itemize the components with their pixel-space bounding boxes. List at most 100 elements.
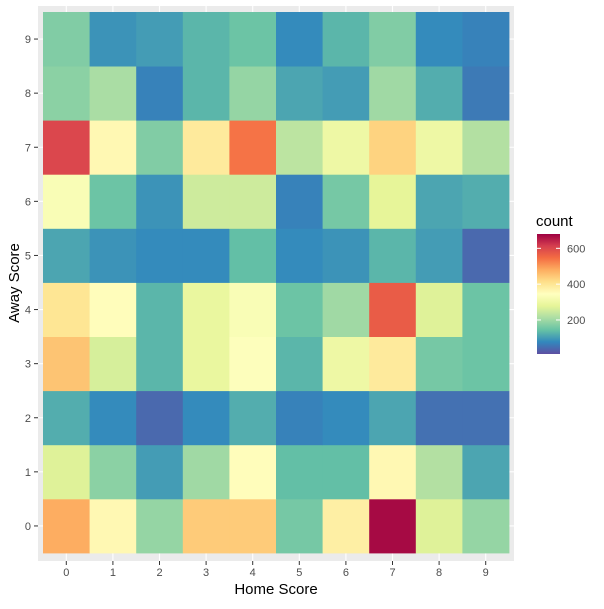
heatmap-tile-h8-a7 [415, 120, 463, 175]
heatmap-tile-h7-a9 [369, 12, 417, 67]
y-tick-label: 9 [25, 34, 31, 46]
heatmap-tile-h7-a0 [369, 498, 417, 554]
heatmap-tile-h5-a2 [276, 390, 323, 446]
heatmap-tile-h1-a4 [89, 282, 137, 337]
heatmap-tile-h8-a3 [415, 336, 463, 392]
heatmap-tile-h5-a9 [276, 12, 323, 67]
heatmap-tile-h3-a7 [182, 120, 230, 175]
heatmap-tile-h9-a4 [462, 282, 510, 337]
heatmap-tile-h4-a4 [229, 282, 277, 337]
heatmap-tile-h0-a4 [43, 282, 90, 337]
heatmap-tile-h0-a9 [43, 12, 90, 67]
heatmap-tile-h4-a5 [229, 228, 277, 283]
heatmap-tile-h5-a8 [276, 66, 323, 121]
heatmap-tile-h6-a6 [322, 174, 370, 229]
heatmap-tile-h4-a7 [229, 120, 277, 175]
heatmap-tile-h1-a3 [89, 336, 137, 392]
heatmap-tile-h6-a1 [322, 444, 370, 500]
y-tick-label: 3 [25, 359, 31, 371]
x-tick-label: 9 [483, 567, 489, 579]
legend-tick-label: 200 [567, 315, 585, 327]
heatmap-tile-h5-a0 [276, 498, 323, 554]
heatmap-tile-h2-a7 [136, 120, 184, 175]
y-tick-label: 4 [25, 305, 31, 317]
x-tick-label: 4 [250, 567, 256, 579]
heatmap-tile-h7-a6 [369, 174, 417, 229]
heatmap-tile-h1-a9 [89, 12, 137, 67]
heatmap-tile-h9-a7 [462, 120, 510, 175]
heatmap-tile-h8-a8 [415, 66, 463, 121]
heatmap-tile-h9-a9 [462, 12, 510, 67]
legend-tick-label: 400 [567, 279, 585, 291]
legend-title: count [536, 213, 574, 230]
heatmap-tile-h4-a3 [229, 336, 277, 392]
heatmap-tile-h6-a7 [322, 120, 370, 175]
y-tick-label: 7 [25, 142, 31, 154]
heatmap-tile-h2-a3 [136, 336, 184, 392]
heatmap-tile-h3-a1 [182, 444, 230, 500]
x-tick-label: 3 [203, 567, 209, 579]
heatmap-tile-h4-a6 [229, 174, 277, 229]
heatmap-tile-h0-a5 [43, 228, 90, 283]
heatmap-tile-h7-a4 [369, 282, 417, 337]
heatmap-tile-h8-a1 [415, 444, 463, 500]
heatmap-tile-h6-a3 [322, 336, 370, 392]
legend: count 200 400 600 [536, 213, 585, 354]
heatmap-tile-h0-a2 [43, 390, 90, 446]
y-tick-label: 1 [25, 467, 31, 479]
heatmap-tile-h1-a8 [89, 66, 137, 121]
heatmap-tile-h9-a6 [462, 174, 510, 229]
heatmap-tile-h0-a8 [43, 66, 90, 121]
legend-colorbar [537, 234, 560, 354]
heatmap-tile-h0-a6 [43, 174, 90, 229]
x-tick-label: 1 [110, 567, 116, 579]
x-axis: 0 1 2 3 4 5 6 7 8 9 [63, 561, 489, 579]
x-tick-label: 7 [389, 567, 395, 579]
heatmap-tile-h6-a5 [322, 228, 370, 283]
heatmap-tile-h9-a1 [462, 444, 510, 500]
heatmap-tile-h1-a7 [89, 120, 137, 175]
heatmap-tile-h0-a7 [43, 120, 90, 175]
legend-tick-label: 600 [567, 243, 585, 255]
heatmap-tile-h9-a0 [462, 498, 510, 554]
heatmap-tile-h1-a5 [89, 228, 137, 283]
heatmap-tile-h4-a9 [229, 12, 277, 67]
heatmap-tile-h7-a5 [369, 228, 417, 283]
heatmap-tile-h4-a8 [229, 66, 277, 121]
heatmap-tile-h0-a0 [43, 498, 90, 554]
heatmap-tile-h7-a8 [369, 66, 417, 121]
x-axis-title: Home Score [234, 581, 317, 598]
heatmap-tile-h1-a6 [89, 174, 137, 229]
heatmap-tile-h9-a2 [462, 390, 510, 446]
x-tick-label: 5 [296, 567, 302, 579]
heatmap-tile-h0-a3 [43, 336, 90, 392]
heatmap-tile-h5-a6 [276, 174, 323, 229]
heatmap-tile-h5-a7 [276, 120, 323, 175]
heatmap-tile-h2-a5 [136, 228, 184, 283]
heatmap-tile-h3-a0 [182, 498, 230, 554]
y-tick-label: 8 [25, 88, 31, 100]
heatmap-tile-h1-a2 [89, 390, 137, 446]
heatmap-tile-h9-a8 [462, 66, 510, 121]
heatmap-tile-h8-a4 [415, 282, 463, 337]
heatmap-tile-h3-a6 [182, 174, 230, 229]
heatmap-tile-h5-a3 [276, 336, 323, 392]
heatmap-tile-h2-a0 [136, 498, 184, 554]
y-axis: 0 1 2 3 4 5 6 7 8 9 [25, 34, 38, 533]
heatmap-tile-h5-a4 [276, 282, 323, 337]
heatmap-tile-h2-a6 [136, 174, 184, 229]
y-axis-title: Away Score [6, 243, 23, 323]
heatmap-tile-h5-a5 [276, 228, 323, 283]
heatmap-tile-h8-a6 [415, 174, 463, 229]
heatmap-tile-h6-a2 [322, 390, 370, 446]
y-tick-label: 0 [25, 521, 31, 533]
heatmap-tile-h2-a1 [136, 444, 184, 500]
heatmap-tile-h4-a1 [229, 444, 277, 500]
heatmap-tile-h3-a3 [182, 336, 230, 392]
x-tick-label: 2 [156, 567, 162, 579]
y-tick-label: 2 [25, 413, 31, 425]
heatmap-tile-h3-a8 [182, 66, 230, 121]
heatmap-tile-h2-a9 [136, 12, 184, 67]
